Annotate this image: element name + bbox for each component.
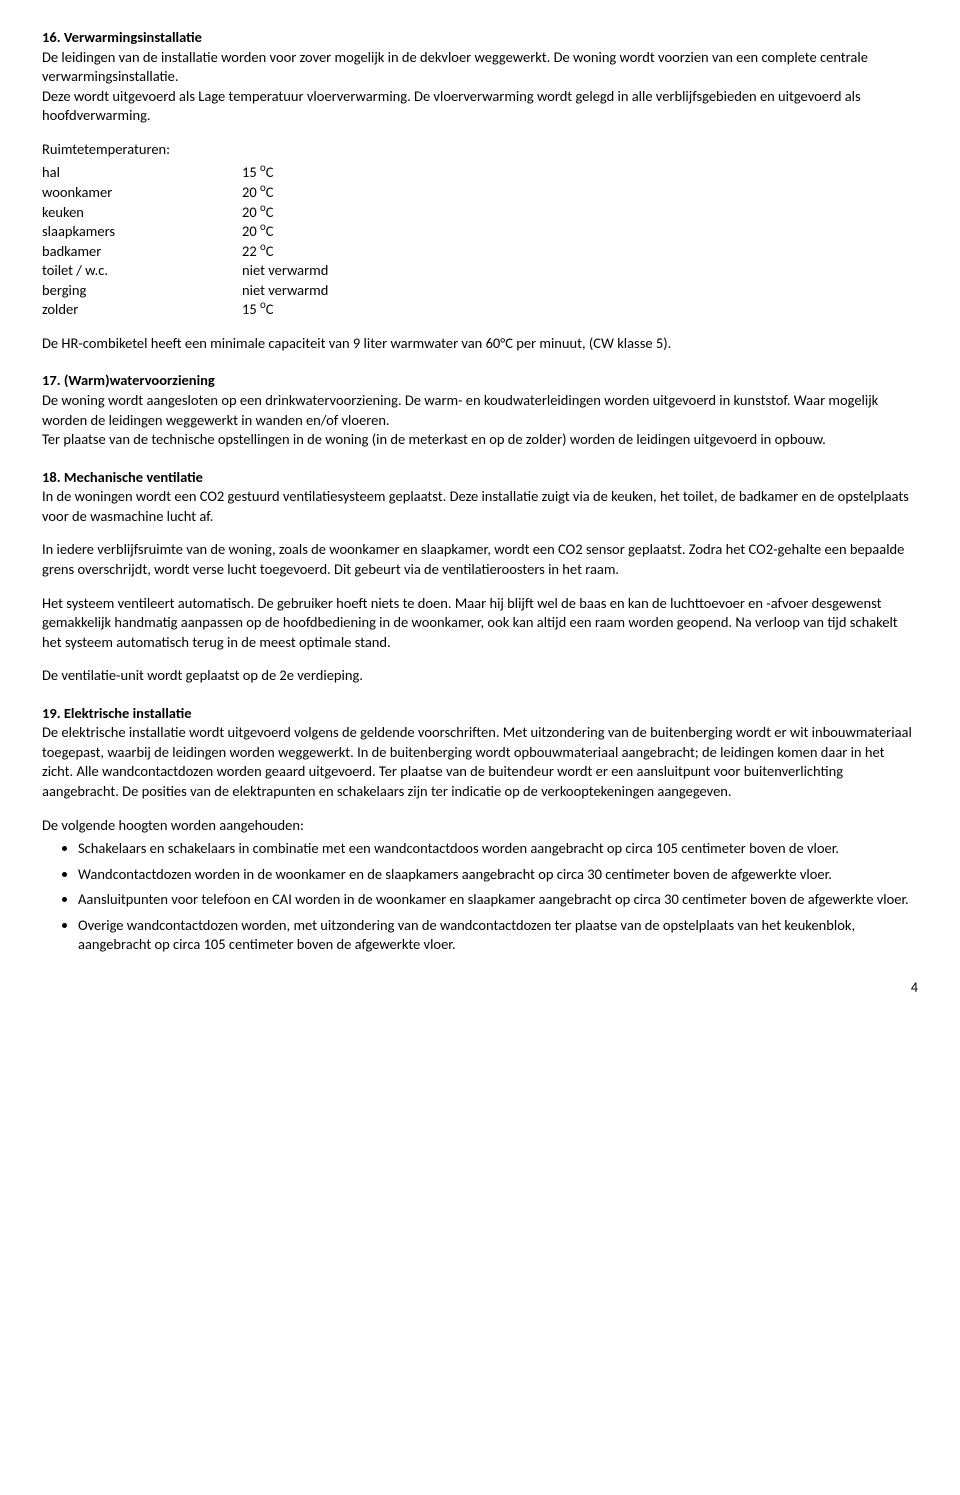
section-19-p1: De elektrische installatie wordt uitgevo… [42,723,918,801]
temperature-value: 20 oC [242,222,273,242]
temperature-row: slaapkamers20 oC [42,222,918,242]
section-18-p4: De ventilatie-unit wordt geplaatst op de… [42,666,918,686]
section-16-p3: De HR-combiketel heeft een minimale capa… [42,334,918,354]
temperature-value: niet verwarmd [242,261,328,281]
list-item: Overige wandcontactdozen worden, met uit… [78,916,918,955]
page-number: 4 [42,979,918,998]
temperature-label: hal [42,163,242,183]
section-17-heading: 17. (Warm)watervoorziening [42,371,918,391]
section-18-p3: Het systeem ventileert automatisch. De g… [42,594,918,653]
temperature-value: 20 oC [242,203,273,223]
temperature-table: hal15 oCwoonkamer20 oCkeuken20 oCslaapka… [42,163,918,320]
temperature-label: toilet / w.c. [42,261,242,281]
section-18-p2: In iedere verblijfsruimte van de woning,… [42,540,918,579]
temperature-row: badkamer22 oC [42,242,918,262]
section-18: 18. Mechanische ventilatie In de woninge… [42,468,918,686]
section-16: 16. Verwarmingsinstallatie De leidingen … [42,28,918,353]
temperature-label: badkamer [42,242,242,262]
list-item: Schakelaars en schakelaars in combinatie… [78,839,918,859]
temperature-row: toilet / w.c.niet verwarmd [42,261,918,281]
temperature-row: zolder15 oC [42,300,918,320]
temperature-heading: Ruimtetemperaturen: [42,140,918,160]
list-item: Aansluitpunten voor telefoon en CAI word… [78,890,918,910]
temperature-value: 15 oC [242,300,273,320]
section-19-heading: 19. Elektrische installatie [42,704,918,724]
section-18-p1: In de woningen wordt een CO2 gestuurd ve… [42,487,918,526]
temperature-label: woonkamer [42,183,242,203]
temperature-value: 22 oC [242,242,273,262]
temperature-row: bergingniet verwarmd [42,281,918,301]
section-16-p1: De leidingen van de installatie worden v… [42,48,918,87]
temperature-row: woonkamer20 oC [42,183,918,203]
section-17: 17. (Warm)watervoorziening De woning wor… [42,371,918,449]
temperature-value: 20 oC [242,183,273,203]
section-19-bullets: Schakelaars en schakelaars in combinatie… [42,839,918,955]
list-item: Wandcontactdozen worden in de woonkamer … [78,865,918,885]
section-16-heading: 16. Verwarmingsinstallatie [42,28,918,48]
section-19-list-intro: De volgende hoogten worden aangehouden: [42,816,918,836]
temperature-label: berging [42,281,242,301]
section-17-p2: Ter plaatse van de technische opstelling… [42,430,918,450]
temperature-label: keuken [42,203,242,223]
temperature-label: slaapkamers [42,222,242,242]
temperature-value: niet verwarmd [242,281,328,301]
temperature-value: 15 oC [242,163,273,183]
temperature-row: hal15 oC [42,163,918,183]
section-17-p1: De woning wordt aangesloten op een drink… [42,391,918,430]
temperature-row: keuken20 oC [42,203,918,223]
section-19: 19. Elektrische installatie De elektrisc… [42,704,918,955]
temperature-label: zolder [42,300,242,320]
section-18-heading: 18. Mechanische ventilatie [42,468,918,488]
section-16-p2: Deze wordt uitgevoerd als Lage temperatu… [42,87,918,126]
